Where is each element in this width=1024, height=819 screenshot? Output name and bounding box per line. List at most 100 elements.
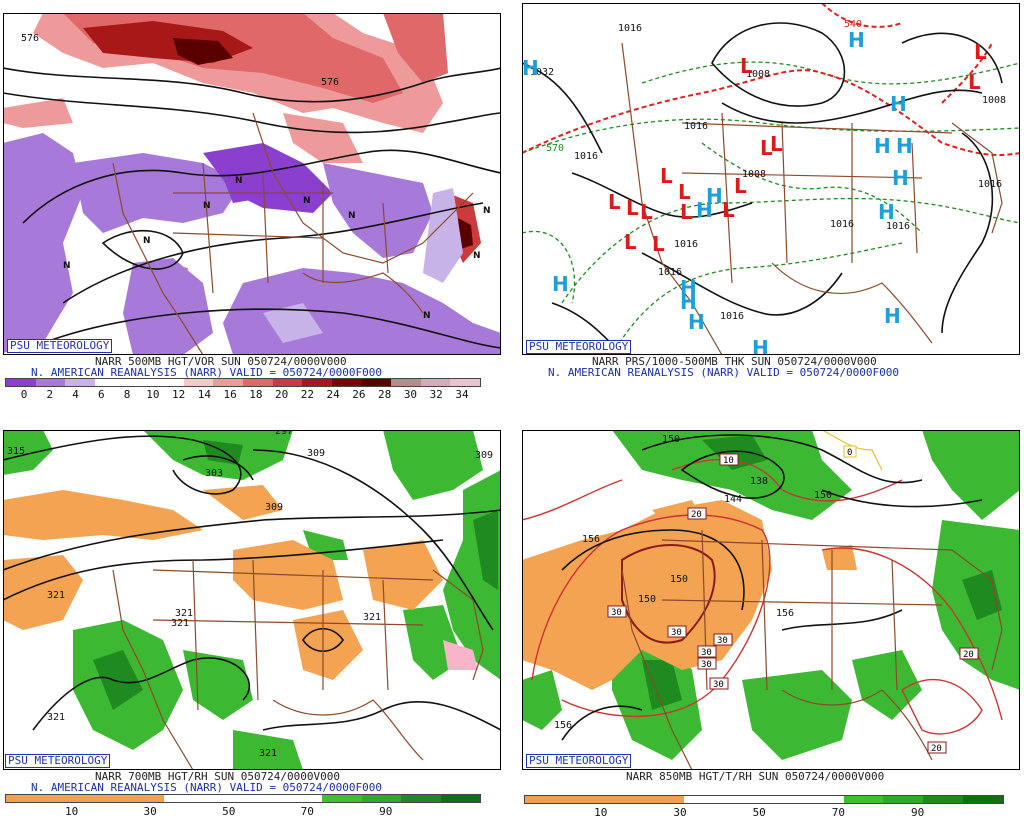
panel-caption-1: NARR 500MB HGT/VOR SUN 050724/0000V000 bbox=[95, 355, 347, 368]
colorbar-swatch bbox=[124, 379, 155, 386]
svg-text:L: L bbox=[740, 54, 753, 78]
svg-text:H: H bbox=[696, 198, 713, 222]
colorbar-tick-label: 32 bbox=[429, 388, 443, 401]
height-label-150: 150 bbox=[670, 574, 688, 585]
colorbar-swatch bbox=[6, 379, 36, 386]
temp-box: 30 bbox=[667, 625, 687, 638]
colorbar-swatch bbox=[525, 796, 565, 803]
height-label-150: 150 bbox=[814, 490, 832, 501]
map-pressure: 1016 1032 1008 1016 1016 1008 1016 1016 … bbox=[522, 3, 1020, 355]
panel-caption-2: N. AMERICAN REANALYSIS (NARR) VALID = 05… bbox=[31, 366, 382, 379]
isobar-label-1016: 1016 bbox=[720, 311, 744, 322]
map-850mb: 150 144 138 150 156 150 150 156 156 10 2… bbox=[522, 430, 1020, 770]
svg-text:L: L bbox=[608, 190, 621, 214]
colorbar-swatch bbox=[94, 379, 125, 386]
svg-text:N: N bbox=[63, 261, 71, 271]
colorbar-tick-label: 16 bbox=[223, 388, 237, 401]
svg-text:N: N bbox=[348, 211, 356, 221]
colorbar-tick-label: 2 bbox=[46, 388, 54, 401]
colorbar-swatch bbox=[302, 379, 332, 386]
temp-box: 30 bbox=[697, 645, 717, 658]
svg-text:L: L bbox=[770, 132, 783, 156]
height-label-321: 321 bbox=[363, 612, 381, 623]
panel-caption-2: N. AMERICAN REANALYSIS (NARR) VALID = 05… bbox=[548, 366, 899, 379]
colorbar-swatch bbox=[65, 379, 95, 386]
svg-text:N: N bbox=[423, 311, 431, 321]
svg-text:H: H bbox=[874, 134, 891, 158]
colorbar-tick-label: 6 bbox=[98, 388, 105, 401]
contour-label-576-west: 576 bbox=[21, 33, 39, 44]
height-label-309: 309 bbox=[475, 450, 493, 461]
svg-text:N: N bbox=[143, 236, 151, 246]
colorbar-swatch bbox=[164, 795, 204, 802]
temp-box: 30 bbox=[713, 633, 733, 646]
colorbar-swatch bbox=[243, 379, 273, 386]
colorbar-tick-label: 20 bbox=[275, 388, 289, 401]
svg-text:L: L bbox=[660, 164, 673, 188]
svg-text:N: N bbox=[303, 196, 311, 206]
height-label-150: 150 bbox=[662, 434, 680, 445]
height-label-156: 156 bbox=[554, 720, 572, 731]
colorbar-swatch bbox=[450, 379, 480, 386]
colorbar-tick-label: 14 bbox=[197, 388, 211, 401]
height-label-303: 303 bbox=[205, 468, 223, 479]
colorbar-swatch bbox=[843, 796, 884, 803]
colorbar-swatch bbox=[282, 795, 322, 802]
svg-text:10: 10 bbox=[723, 456, 734, 466]
colorbar-swatch bbox=[243, 795, 283, 802]
colorbar-tick-label: 30 bbox=[673, 806, 687, 819]
svg-text:L: L bbox=[760, 136, 773, 160]
isobar-label-1016: 1016 bbox=[684, 121, 708, 132]
svg-text:N: N bbox=[203, 201, 211, 211]
svg-text:H: H bbox=[522, 56, 539, 80]
svg-text:N: N bbox=[235, 176, 243, 186]
temp-box: 20 bbox=[687, 507, 707, 520]
colorbar-tick-label: 8 bbox=[123, 388, 131, 401]
svg-text:H: H bbox=[552, 272, 569, 296]
colorbar-swatch bbox=[644, 796, 685, 803]
brand-label: PSU METEOROLOGY bbox=[526, 340, 632, 354]
panel-500mb-hgt-vor: 576 576 N N N N N N N N N PSU METEOROLOGY NARR… bbox=[3, 13, 501, 401]
svg-text:L: L bbox=[626, 196, 639, 220]
colorbar-swatch bbox=[883, 796, 924, 803]
colorbar-swatch bbox=[963, 796, 1003, 803]
isobar-label-1016: 1016 bbox=[886, 221, 910, 232]
colorbar-swatch bbox=[272, 379, 303, 386]
colorbar-tick-label: 90 bbox=[379, 805, 393, 818]
svg-text:30: 30 bbox=[717, 636, 728, 646]
height-label-321: 321 bbox=[175, 608, 193, 619]
temp-box: 20 bbox=[959, 647, 979, 660]
svg-text:20: 20 bbox=[963, 650, 974, 660]
svg-text:H: H bbox=[680, 290, 697, 314]
svg-text:20: 20 bbox=[931, 744, 942, 754]
panel-pressure-thickness: 1016 1032 1008 1016 1016 1008 1016 1016 … bbox=[522, 3, 1020, 401]
temp-box: 0 bbox=[843, 445, 857, 458]
thickness-label-540: 540 bbox=[844, 19, 862, 30]
colorbar-tick-label: 50 bbox=[752, 806, 766, 819]
colorbar-tick-label: 10 bbox=[146, 388, 160, 401]
colorbar-swatch bbox=[604, 796, 645, 803]
svg-text:H: H bbox=[884, 304, 901, 328]
svg-text:H: H bbox=[878, 200, 895, 224]
svg-text:L: L bbox=[968, 70, 981, 94]
colorbar-tick-label: 50 bbox=[222, 805, 236, 818]
colorbar-swatch bbox=[183, 379, 214, 386]
colorbar-tick-label: 24 bbox=[326, 388, 340, 401]
colorbar-swatch bbox=[203, 795, 243, 802]
colorbar-tick-label: 26 bbox=[352, 388, 366, 401]
panel-caption-1: NARR 850MB HGT/T/RH SUN 050724/0000V000 bbox=[626, 770, 885, 783]
svg-text:30: 30 bbox=[671, 628, 682, 638]
svg-text:H: H bbox=[896, 134, 913, 158]
colorbar-tick-label: 10 bbox=[594, 806, 608, 819]
height-label-315: 315 bbox=[7, 446, 25, 457]
svg-text:30: 30 bbox=[713, 680, 724, 690]
isobar-label-1016: 1016 bbox=[574, 151, 598, 162]
colorbar-swatch bbox=[124, 795, 164, 802]
map-700mb: 315 297 303 309 309 309 321 321 321 321 … bbox=[3, 430, 501, 770]
colorbar-swatch bbox=[440, 795, 480, 802]
svg-text:H: H bbox=[892, 166, 909, 190]
svg-text:30: 30 bbox=[701, 660, 712, 670]
colorbar-swatch bbox=[331, 379, 362, 386]
colorbar-swatch bbox=[35, 379, 66, 386]
svg-text:20: 20 bbox=[691, 510, 702, 520]
